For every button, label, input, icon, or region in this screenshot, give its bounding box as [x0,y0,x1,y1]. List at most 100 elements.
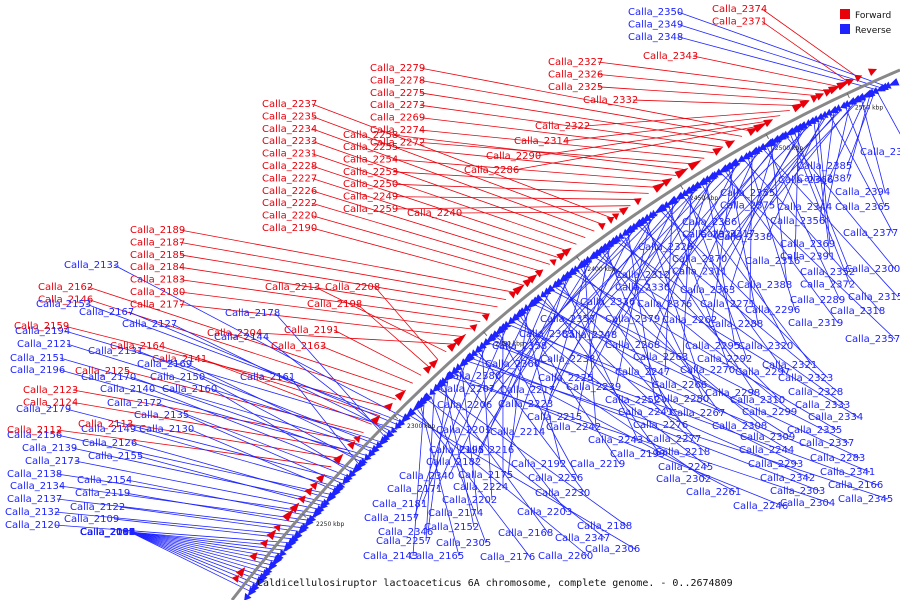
gene-label[interactable]: Calla_2370 [672,254,727,265]
forward-gene[interactable] [687,160,702,171]
gene-label[interactable]: Calla_2248 [562,330,617,341]
forward-gene[interactable] [297,495,306,504]
gene-label[interactable]: Calla_2244 [739,445,794,456]
gene-label[interactable]: Calla_2213 [265,282,320,293]
reverse-gene[interactable] [587,251,599,261]
gene-label[interactable]: Calla_2152 [424,522,479,533]
gene-label[interactable]: Calla_2261 [686,487,741,498]
forward-gene[interactable] [652,182,667,193]
forward-gene[interactable] [606,216,615,224]
gene-label[interactable]: Calla_2260 [538,551,593,562]
reverse-gene[interactable] [672,195,679,203]
gene-label[interactable]: Calla_2263 [633,352,688,363]
gene-label[interactable]: Calla_2218 [655,447,710,458]
reverse-gene[interactable] [737,154,746,162]
gene-label[interactable]: Calla_2166 [828,480,883,491]
forward-gene[interactable] [828,85,841,95]
reverse-gene[interactable] [825,108,833,116]
forward-gene[interactable] [231,574,239,583]
reverse-gene[interactable] [636,216,648,226]
gene-label[interactable]: Calla_2270 [680,365,735,376]
reverse-gene[interactable] [835,104,843,112]
gene-label[interactable]: Calla_2162 [38,282,93,293]
gene-label[interactable]: Calla_2113 [78,419,133,430]
gene-label[interactable]: Calla_2138 [7,469,62,480]
gene-label[interactable]: Calla_2178 [225,308,280,319]
forward-gene[interactable] [724,140,736,149]
gene-label[interactable]: Calla_2144 [214,332,269,343]
forward-gene[interactable] [661,178,673,187]
gene-label[interactable]: Calla_2151 [10,353,65,364]
forward-gene[interactable] [867,68,877,76]
gene-label[interactable]: Calla_2170 [81,372,136,383]
gene-label[interactable]: Calla_2107 [80,527,135,538]
forward-gene[interactable] [508,291,517,299]
forward-gene[interactable] [512,284,525,296]
gene-label[interactable]: Calla_2099 [80,527,135,538]
reverse-gene[interactable] [855,92,866,101]
reverse-gene[interactable] [816,112,825,120]
gene-label[interactable]: Calla_2358 [492,341,547,352]
gene-label[interactable]: Calla_2349 [628,19,683,30]
gene-label[interactable]: Calla_2345 [838,494,893,505]
gene-label[interactable]: Calla_2333 [795,400,850,411]
gene-label[interactable]: Calla_2293 [748,459,803,470]
forward-gene[interactable] [611,213,620,221]
gene-label[interactable]: Calla_2323 [778,373,833,384]
gene-label[interactable]: Calla_2120 [5,520,60,531]
gene-label[interactable]: Calla_2217 [500,385,555,396]
gene-label[interactable]: Calla_2385 [797,161,852,172]
gene-label[interactable]: Calla_2273 [370,100,425,111]
gene-label[interactable]: Calla_2310 [730,395,785,406]
forward-gene[interactable] [249,552,258,561]
gene-label[interactable]: Calla_2379 [605,314,660,325]
gene-label[interactable]: Calla_2181 [372,499,427,510]
gene-label[interactable]: Calla_2292 [697,354,752,365]
gene-label[interactable]: Calla_2325 [548,82,603,93]
gene-label[interactable]: Calla_2376 [637,299,692,310]
gene-label[interactable]: Calla_2259 [343,204,398,215]
gene-label[interactable]: Calla_2372 [800,279,855,290]
gene-label[interactable]: Calla_2319 [788,318,843,329]
gene-label[interactable]: Calla_2134 [10,481,65,492]
gene-label[interactable]: Calla_2295 [685,341,740,352]
gene-label[interactable]: Calla_2276 [633,420,688,431]
gene-label[interactable]: Calla_2371 [712,16,767,27]
gene-label[interactable]: Calla_2262 [662,315,717,326]
reverse-gene[interactable] [561,270,573,281]
reverse-gene[interactable] [683,186,694,195]
gene-label[interactable]: Calla_2196 [10,365,65,376]
gene-label[interactable]: Calla_2303 [770,486,825,497]
forward-gene[interactable] [845,78,855,87]
gene-label[interactable]: Calla_2343 [643,51,698,62]
forward-gene[interactable] [333,453,344,465]
gene-label[interactable]: Calla_2369 [780,239,835,250]
gene-label[interactable]: Calla_2095 [80,527,135,538]
gene-label[interactable]: Calla_2180 [130,287,185,298]
gene-label[interactable]: Calla_2269 [370,113,425,124]
forward-gene[interactable] [235,567,246,578]
gene-label[interactable]: Calla_2267 [670,408,725,419]
gene-label[interactable]: Calla_2216 [459,445,514,456]
forward-gene[interactable] [266,529,277,540]
gene-label[interactable]: Calla_2275 [370,88,425,99]
forward-gene[interactable] [854,74,863,83]
reverse-gene[interactable] [250,582,260,594]
reverse-gene[interactable] [879,82,889,90]
gene-label[interactable]: Calla_2228 [262,161,317,172]
gene-label[interactable]: Calla_2328 [788,387,843,398]
gene-label[interactable]: Calla_2296 [745,305,800,316]
gene-label[interactable]: Calla_2179 [16,404,71,415]
gene-label[interactable]: Calla_2268 [605,340,660,351]
forward-gene[interactable] [394,389,407,401]
reverse-gene[interactable] [455,363,463,371]
gene-label[interactable]: Calla_2253 [343,167,398,178]
reverse-gene[interactable] [370,444,380,455]
reverse-gene[interactable] [846,97,857,105]
gene-label[interactable]: Calla_2344 [777,202,832,213]
forward-gene[interactable] [836,81,850,91]
gene-label[interactable]: Calla_2355 [720,188,775,199]
gene-label[interactable]: Calla_2208 [325,282,380,293]
gene-label[interactable]: Calla_2315 [848,292,900,303]
forward-gene[interactable] [561,247,572,257]
